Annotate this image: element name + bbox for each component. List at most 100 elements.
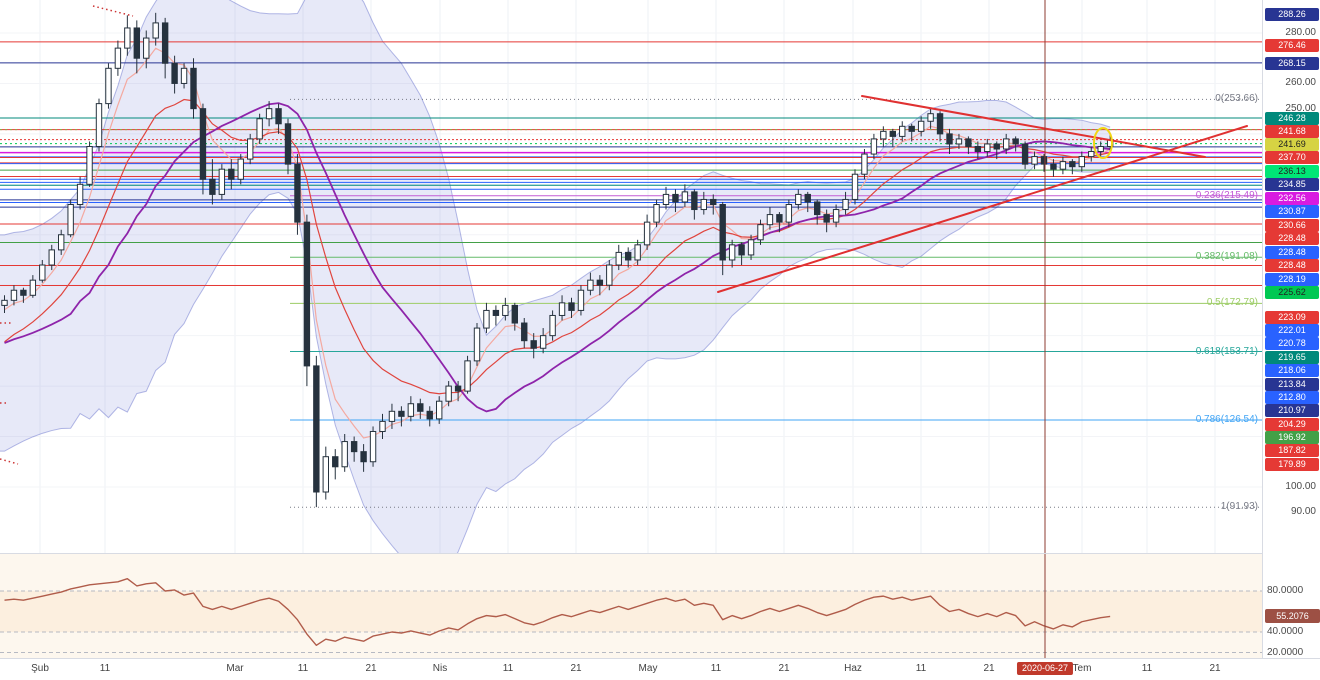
highlight-ellipse[interactable] <box>1093 127 1113 159</box>
candle-body <box>228 168 235 180</box>
candle-body <box>1 299 8 306</box>
sketch-dotted-line[interactable] <box>0 458 19 465</box>
candle-body <box>842 198 849 211</box>
price-badge: 196.92 <box>1265 430 1319 444</box>
price-badge: 288.26 <box>1265 7 1319 21</box>
candle-body <box>20 289 27 296</box>
main-price-pane[interactable] <box>0 0 1262 576</box>
trendlines[interactable] <box>717 95 1248 293</box>
candle-body <box>710 198 717 205</box>
candle-body <box>454 385 462 392</box>
candle-body <box>899 125 906 137</box>
price-badge: 218.06 <box>1265 363 1319 377</box>
time-axis-label: Mar <box>226 663 244 674</box>
candle-body <box>161 22 169 64</box>
candlestick-series[interactable] <box>1 12 1114 508</box>
candle-body <box>426 410 433 420</box>
price-badge: 232.56 <box>1265 191 1319 205</box>
candle-body <box>984 143 991 153</box>
rsi-axis-label: 40.0000 <box>1267 626 1304 637</box>
candle-body <box>946 133 953 145</box>
candle-body <box>369 430 377 463</box>
candle-body <box>1050 163 1057 170</box>
price-badge: 276.46 <box>1265 38 1319 52</box>
candle-body <box>1059 161 1067 170</box>
candle-body <box>294 163 301 223</box>
price-axis[interactable]: 55.2076 280.00 260.00 250.00 100.00 90.00 288… <box>1262 0 1320 658</box>
candle-body <box>379 420 386 432</box>
candle-body <box>1088 151 1095 158</box>
bollinger-band-fill <box>0 0 1111 553</box>
ema-slow-line <box>4 98 1111 395</box>
candle-body <box>738 244 745 256</box>
time-axis-label: 11 <box>502 663 514 674</box>
price-badge: 237.70 <box>1265 150 1319 164</box>
price-badge: 230.66 <box>1265 218 1319 232</box>
candle-body <box>199 108 207 180</box>
candle-body <box>700 198 707 211</box>
price-badge: 234.85 <box>1265 177 1319 191</box>
time-axis-label: Tem <box>1072 663 1092 674</box>
price-badge: 228.19 <box>1265 272 1319 286</box>
candle-body <box>58 234 65 251</box>
candle-body <box>436 400 443 420</box>
price-badge: 204.29 <box>1265 417 1319 431</box>
candle-body <box>48 249 55 266</box>
rsi-axis-label: 20.0000 <box>1267 646 1304 658</box>
candle-body <box>672 193 679 203</box>
time-axis[interactable]: 2020-06-27 Şub 11 Mar 11 21 Nis 11 21 May 11 21 Haz… <box>0 658 1320 680</box>
price-badge: 241.69 <box>1265 137 1319 151</box>
candle-body <box>275 108 282 125</box>
price-axis-label: 280.00 <box>1285 27 1316 38</box>
date-marker-badge[interactable]: 2020-06-27 <box>1016 662 1074 675</box>
candle-body <box>804 193 811 203</box>
candle-body <box>76 183 84 206</box>
candle-body <box>596 279 604 286</box>
price-badge: 223.09 <box>1265 310 1319 324</box>
candle-body <box>832 209 840 223</box>
time-axis-label: 11 <box>99 663 111 674</box>
candle-body <box>473 327 481 362</box>
price-badge: 210.97 <box>1265 403 1319 417</box>
rsi-band-fill <box>0 591 1262 632</box>
sketch-dotted-line[interactable] <box>92 5 134 17</box>
candle-body <box>388 410 396 422</box>
time-axis-label: Nis <box>432 663 448 674</box>
candle-body <box>360 451 367 463</box>
candle-body <box>265 108 273 120</box>
bollinger-upper-band <box>0 0 1111 337</box>
candle-body <box>332 456 339 468</box>
candle-body <box>606 264 613 286</box>
trendline[interactable] <box>717 125 1248 293</box>
rsi-pane[interactable] <box>0 554 1262 658</box>
candle-body <box>880 130 887 140</box>
candle-body <box>530 340 537 349</box>
price-badge: 228.48 <box>1265 258 1319 272</box>
fib-retracement[interactable] <box>290 98 1262 508</box>
time-axis-label: Haz <box>844 663 862 674</box>
candle-body <box>67 204 74 236</box>
candle-body <box>10 289 18 301</box>
candle-body <box>691 191 698 211</box>
candle-body <box>634 244 641 261</box>
candle-body <box>29 279 37 296</box>
price-badge: 228.48 <box>1265 231 1319 245</box>
candle-body <box>993 143 1000 150</box>
trendline[interactable] <box>861 95 1206 158</box>
candle-body <box>823 214 830 223</box>
candle-body <box>86 145 93 185</box>
price-axis-label: 90.00 <box>1290 506 1316 518</box>
time-axis-label: 21 <box>1209 663 1221 674</box>
candle-body <box>152 22 159 39</box>
candle-body <box>795 193 802 206</box>
time-axis-label: 21 <box>983 663 995 674</box>
price-badge: 230.87 <box>1265 204 1319 218</box>
candle-body <box>936 113 944 135</box>
candle-body <box>1069 161 1076 168</box>
candle-body <box>851 173 859 200</box>
candle-body <box>757 224 764 241</box>
price-axis-label: 100.00 <box>1285 480 1316 492</box>
time-axis-label: 21 <box>570 663 582 674</box>
